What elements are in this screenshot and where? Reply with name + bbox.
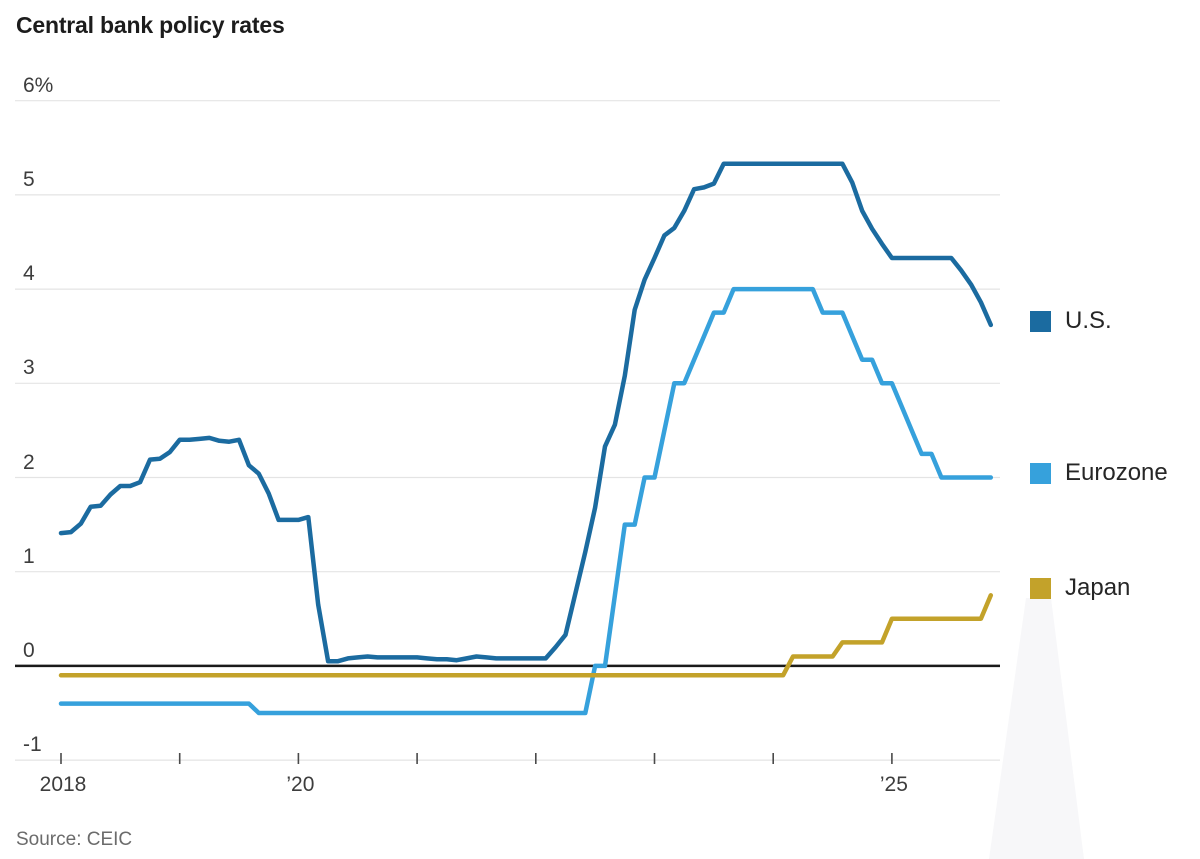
eurozone-line <box>58 286 994 716</box>
source-note: Source: CEIC <box>16 829 133 850</box>
y-axis-label: 5 <box>23 167 35 191</box>
japan-legend-label: Japan <box>1065 574 1131 601</box>
x-axis-label: ’25 <box>879 773 908 796</box>
y-axis-label: 6% <box>23 73 54 97</box>
y-axis-label: 1 <box>23 544 35 568</box>
legend-item-us: U.S. <box>1030 307 1112 334</box>
y-axis-label: 4 <box>23 262 35 286</box>
x-axis-label: 2018 <box>39 773 87 796</box>
y-axis-label: 0 <box>23 638 35 662</box>
y-axis-label: -1 <box>23 733 42 757</box>
series-lines <box>58 161 994 716</box>
us-line <box>58 161 994 664</box>
tick-marks <box>60 753 893 764</box>
y-axis-label: 2 <box>23 450 35 474</box>
us-legend-swatch <box>1030 310 1051 332</box>
japan-legend-swatch <box>1030 577 1051 599</box>
us-legend-label: U.S. <box>1065 307 1112 334</box>
legend-item-japan: Japan <box>1030 574 1131 601</box>
japan-line <box>58 593 994 678</box>
chart-title: Central bank policy rates <box>16 12 285 38</box>
gridlines <box>15 100 1000 761</box>
x-axis-label: ’20 <box>286 773 315 796</box>
y-axis-label: 3 <box>23 356 35 380</box>
eurozone-legend-swatch <box>1030 462 1051 484</box>
legend-item-eurozone: Eurozone <box>1030 459 1168 486</box>
watermark-wedge <box>989 598 1084 859</box>
eurozone-legend-label: Eurozone <box>1065 459 1168 486</box>
